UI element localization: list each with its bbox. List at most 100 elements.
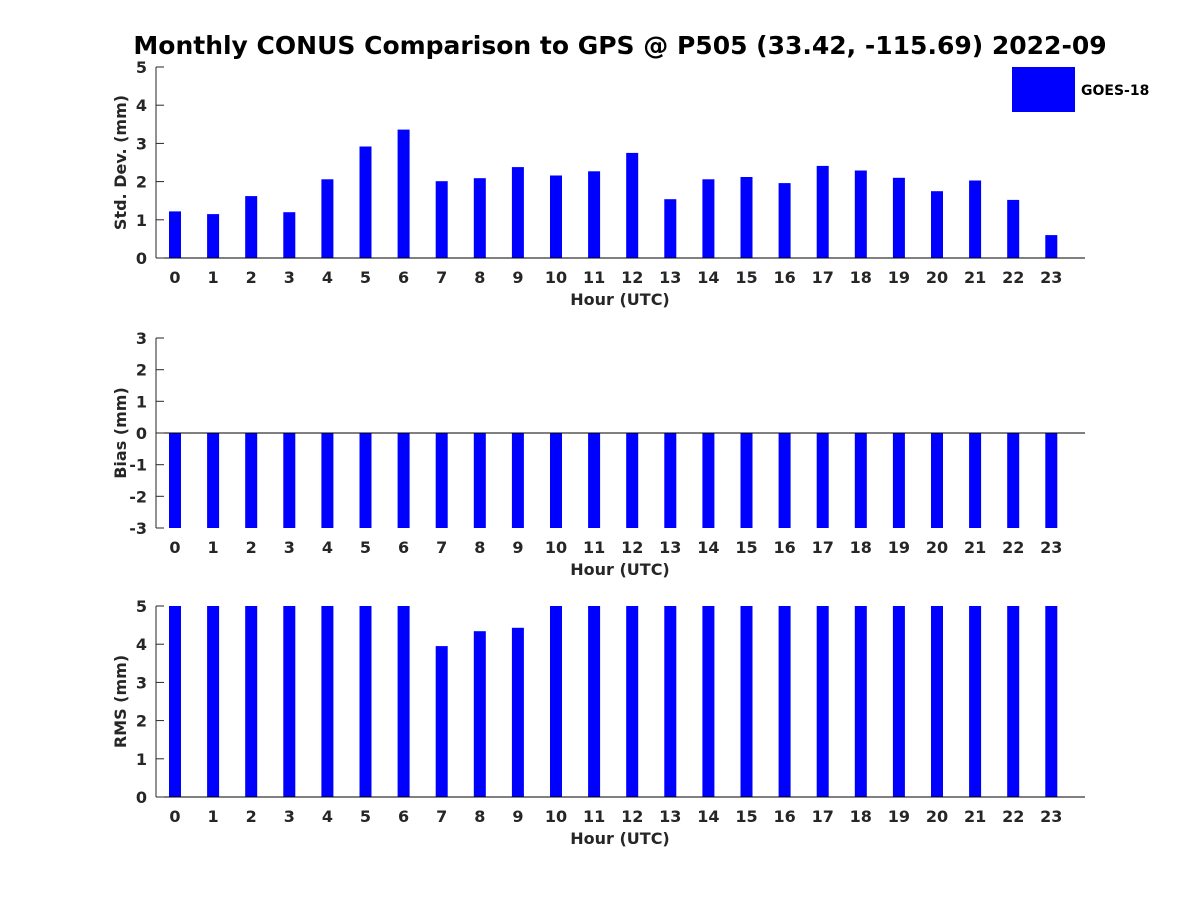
bias-bar-12: [626, 433, 639, 528]
bias-bar-14: [702, 433, 715, 528]
std-dev-bar-21: [969, 180, 982, 258]
bias-bar-0: [169, 433, 181, 528]
bias-xtick-label: 16: [773, 538, 795, 557]
std-dev-bar-22: [1007, 199, 1020, 258]
std-dev-bar-16: [778, 183, 791, 258]
rms-bar-0: [169, 606, 181, 797]
rms-xlabel: Hour (UTC): [570, 829, 670, 848]
rms-bar-18: [854, 606, 867, 797]
bias-ytick-label: 0: [136, 424, 147, 443]
rms-xtick-label: 8: [474, 807, 485, 826]
rms-bar-10: [550, 606, 562, 797]
bias-bar-13: [664, 433, 677, 528]
rms-xtick-label: 11: [583, 807, 605, 826]
rms-xtick-label: 4: [322, 807, 333, 826]
rms-bar-8: [473, 631, 486, 797]
bias-xtick-label: 15: [735, 538, 757, 557]
std-dev-ylabel: Std. Dev. (mm): [111, 95, 130, 230]
bias-xtick-label: 20: [926, 538, 948, 557]
std-dev-bar-0: [169, 211, 181, 258]
bias-xtick-label: 7: [436, 538, 447, 557]
std-dev-ytick-label: 4: [136, 96, 147, 115]
rms-ylabel: RMS (mm): [111, 655, 130, 748]
rms-bar-16: [778, 606, 791, 797]
bias-xtick-label: 13: [659, 538, 681, 557]
std-dev-xtick-label: 9: [512, 268, 523, 287]
std-dev-bar-1: [207, 214, 220, 258]
rms-xtick-label: 20: [926, 807, 948, 826]
bias-bar-9: [511, 433, 524, 528]
bias-xtick-label: 21: [964, 538, 986, 557]
std-dev-xtick-label: 12: [621, 268, 643, 287]
std-dev-bar-9: [511, 167, 524, 258]
bias-xtick-label: 4: [322, 538, 333, 557]
std-dev-bar-5: [359, 146, 372, 258]
std-dev-xtick-label: 18: [850, 268, 872, 287]
std-dev-bar-6: [397, 129, 410, 258]
bias-bar-11: [588, 433, 601, 528]
std-dev-bar-8: [473, 178, 486, 258]
bias-bar-3: [283, 433, 296, 528]
bias-xtick-label: 18: [850, 538, 872, 557]
bias-xtick-label: 9: [512, 538, 523, 557]
std-dev-bar-23: [1045, 235, 1058, 258]
bias-xtick-label: 2: [246, 538, 257, 557]
std-dev-ytick-label: 5: [136, 58, 147, 77]
std-dev-bar-2: [245, 196, 258, 258]
rms-xtick-label: 5: [360, 807, 371, 826]
rms-bar-19: [892, 606, 905, 797]
bias-bar-5: [359, 433, 372, 528]
bias-bar-22: [1007, 433, 1020, 528]
std-dev-xtick-label: 19: [888, 268, 910, 287]
bias-xtick-label: 23: [1040, 538, 1062, 557]
std-dev-bar-3: [283, 212, 296, 258]
chart-title: Monthly CONUS Comparison to GPS @ P505 (…: [133, 31, 1106, 60]
std-dev-bar-14: [702, 179, 715, 258]
std-dev-bar-10: [550, 175, 562, 258]
rms-ytick-label: 5: [136, 597, 147, 616]
rms-bar-4: [321, 606, 334, 797]
rms-xtick-label: 13: [659, 807, 681, 826]
bias-xtick-label: 3: [284, 538, 295, 557]
bias-ylabel: Bias (mm): [111, 387, 130, 479]
bias-bar-2: [245, 433, 258, 528]
bias-bar-21: [969, 433, 982, 528]
rms-xtick-label: 7: [436, 807, 447, 826]
bias-xtick-label: 1: [208, 538, 219, 557]
std-dev-ytick-label: 1: [136, 211, 147, 230]
std-dev-bar-17: [816, 165, 829, 258]
rms-xtick-label: 18: [850, 807, 872, 826]
rms-bar-23: [1045, 606, 1058, 797]
rms-ytick-label: 0: [136, 788, 147, 807]
std-dev-bar-4: [321, 179, 334, 258]
bias-xtick-label: 8: [474, 538, 485, 557]
bias-bar-18: [854, 433, 867, 528]
rms-bar-22: [1007, 606, 1020, 797]
rms-xtick-label: 19: [888, 807, 910, 826]
rms-xtick-label: 21: [964, 807, 986, 826]
std-dev-xtick-label: 3: [284, 268, 295, 287]
rms-xtick-label: 23: [1040, 807, 1062, 826]
rms-bar-11: [588, 606, 601, 797]
bias-bar-20: [931, 433, 943, 528]
legend: GOES-18: [1012, 67, 1149, 112]
std-dev-bar-15: [740, 177, 753, 258]
std-dev-ytick-label: 0: [136, 249, 147, 268]
rms-bar-9: [511, 627, 524, 797]
bias-bar-1: [207, 433, 220, 528]
rms-bar-7: [435, 646, 448, 797]
bias-bar-10: [550, 433, 562, 528]
bias-xtick-label: 5: [360, 538, 371, 557]
rms-xtick-label: 3: [284, 807, 295, 826]
std-dev-xtick-label: 14: [697, 268, 719, 287]
std-dev-xtick-label: 20: [926, 268, 948, 287]
bias-bar-7: [435, 433, 448, 528]
rms-bar-17: [816, 606, 829, 797]
rms-xtick-label: 15: [735, 807, 757, 826]
rms-xtick-label: 0: [169, 807, 180, 826]
rms-bar-20: [931, 606, 943, 797]
bias-xlabel: Hour (UTC): [570, 560, 670, 579]
std-dev-xtick-label: 23: [1040, 268, 1062, 287]
